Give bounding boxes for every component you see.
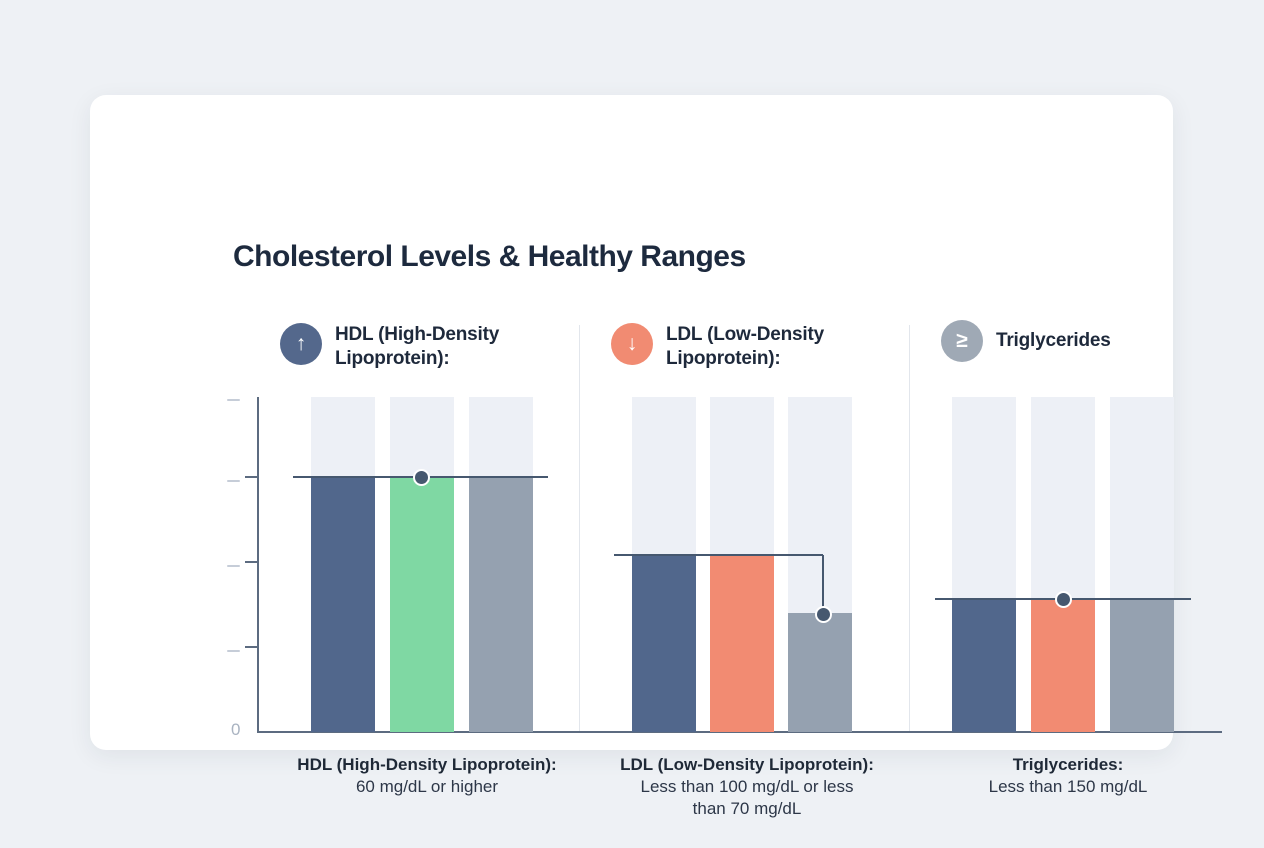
bar-ldl-2 — [710, 555, 774, 732]
caption-title: LDL (Low-Density Lipoprotein): — [620, 755, 874, 774]
panel-header-hdl: ↑ HDL (High-Density Lipoprotein): — [280, 323, 527, 371]
chart-card: Cholesterol Levels & Healthy Ranges ↑ HD… — [90, 95, 1222, 818]
panel-header-label-hdl: HDL (High-Density Lipoprotein): — [335, 324, 500, 369]
axis-tick — [245, 561, 259, 563]
panel-header-ldl: ↓ LDL (Low-Density Lipoprotein): — [611, 323, 858, 371]
page-title: Cholesterol Levels & Healthy Ranges — [233, 240, 746, 273]
panel-divider — [909, 325, 910, 732]
panel-header-label-triglycerides: Triglycerides — [996, 330, 1111, 351]
bar-triglycerides-3 — [1110, 599, 1174, 732]
caption-ldl: LDL (Low-Density Lipoprotein): Less than… — [582, 754, 912, 820]
axis-tick — [245, 646, 259, 648]
threshold-marker-dot — [814, 605, 832, 623]
caption-title: HDL (High-Density Lipoprotein): — [297, 755, 557, 774]
caption-line: 60 mg/dL or higher — [355, 777, 499, 796]
y-axis — [257, 397, 259, 733]
bar-ldl-1 — [632, 555, 696, 732]
threshold-marker-dot — [412, 468, 430, 486]
caption-triglycerides: Triglycerides: Less than 150 mg/dL — [903, 754, 1233, 798]
bar-hdl-2 — [390, 477, 454, 732]
arrow-up-glyph: ↑ — [295, 332, 307, 355]
greater-equal-icon: ≥ — [941, 320, 983, 362]
axis-tick-dash — [227, 650, 240, 652]
axis-tick-dash — [227, 399, 240, 401]
bar-triglycerides-1 — [952, 599, 1016, 732]
threshold-line-drop — [822, 555, 824, 614]
axis-tick-dash — [227, 480, 240, 482]
caption-line: Less than 150 mg/dL — [988, 777, 1148, 796]
caption-title: Triglycerides: — [1012, 755, 1124, 774]
y-axis-zero-label: 0 — [231, 720, 241, 739]
bar-hdl-3 — [469, 477, 533, 732]
panel-header-label-ldl: LDL (Low-Density Lipoprotein): — [666, 324, 824, 369]
caption-line: Less than 100 mg/dL or less — [640, 777, 854, 796]
bar-triglycerides-2 — [1031, 599, 1095, 732]
greater-equal-glyph: ≥ — [956, 329, 968, 352]
x-axis — [257, 731, 1222, 733]
axis-tick-dash — [227, 565, 240, 567]
arrow-up-icon: ↑ — [280, 323, 322, 365]
panel-divider — [579, 325, 580, 732]
panel-header-triglycerides: ≥ Triglycerides — [941, 320, 1111, 362]
bar-ldl-3 — [788, 613, 852, 732]
caption-hdl: HDL (High-Density Lipoprotein): 60 mg/dL… — [262, 754, 592, 798]
arrow-down-glyph: ↓ — [626, 332, 638, 355]
caption-line: than 70 mg/dL — [692, 799, 802, 818]
arrow-down-icon: ↓ — [611, 323, 653, 365]
threshold-marker-dot — [1054, 590, 1072, 608]
bar-hdl-1 — [311, 477, 375, 732]
threshold-line — [614, 554, 823, 556]
axis-tick — [245, 476, 259, 478]
